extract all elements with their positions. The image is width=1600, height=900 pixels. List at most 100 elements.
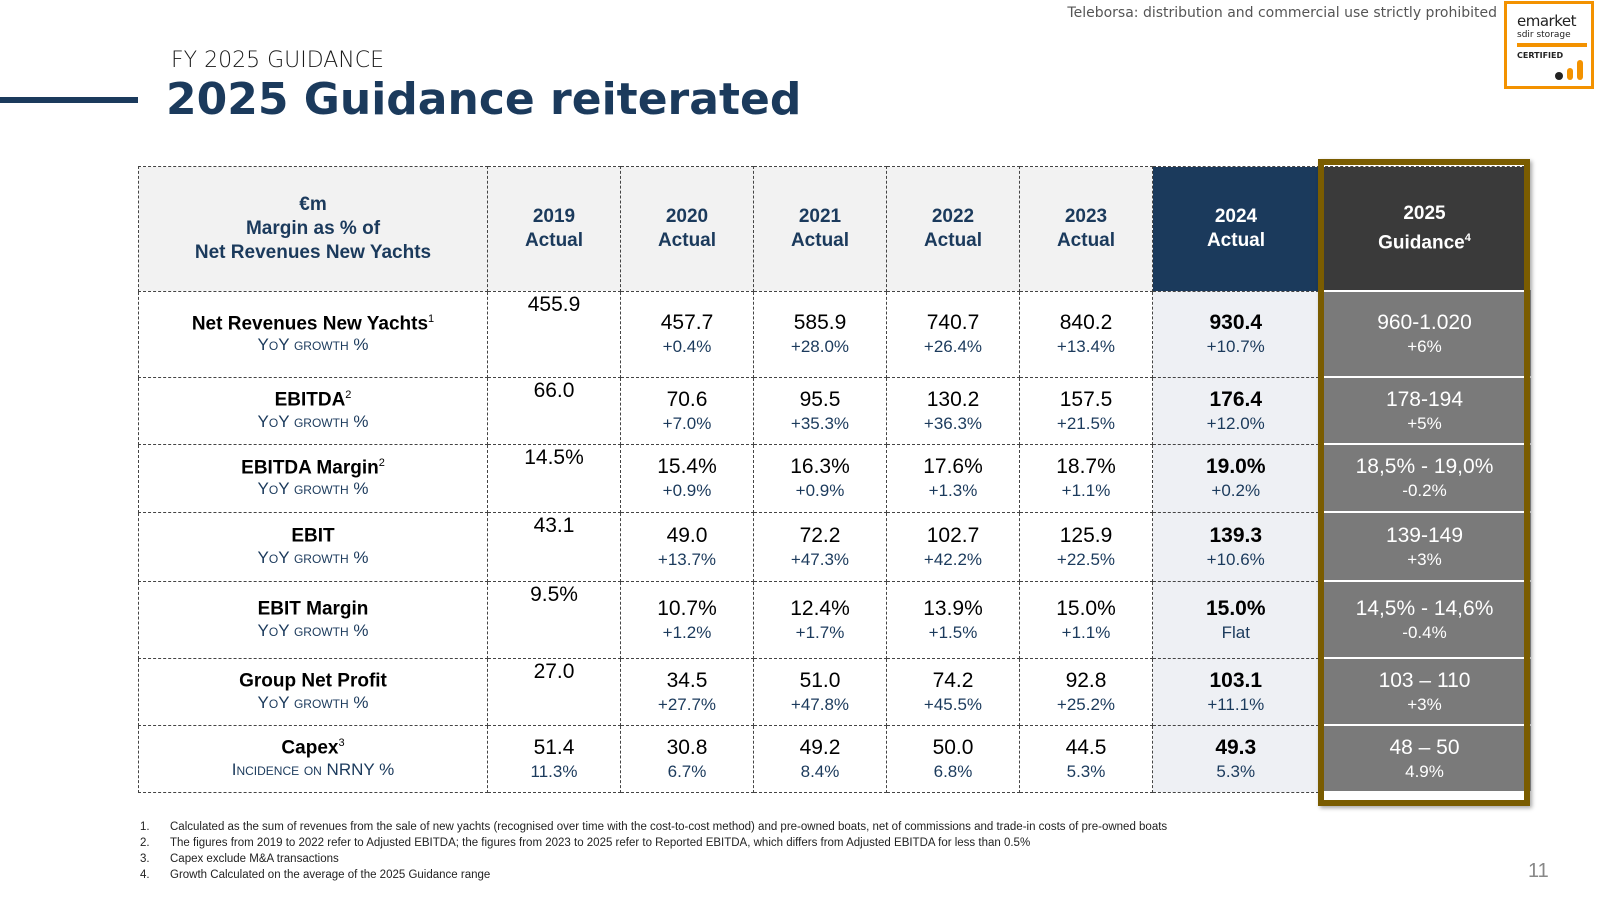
logo-signal-bar	[1577, 60, 1583, 80]
col-year: 2021	[798, 205, 842, 227]
cell-value: 455.9	[527, 292, 581, 316]
cell-value: 49.3	[1215, 735, 1257, 759]
row-label-main: EBIT	[139, 525, 487, 547]
row-label-main: EBITDA2	[139, 389, 487, 411]
table-cell: 66.0	[487, 376, 621, 445]
table-cell: 17.6% +1.3%	[886, 443, 1020, 513]
table-cell: 178-194 +5%	[1318, 376, 1531, 445]
col-year: 2022	[931, 205, 975, 227]
footnote-marker: 2	[345, 389, 352, 402]
footnote-text: Capex exclude M&A transactions	[170, 853, 339, 865]
cell-subvalue: +1.1%	[1061, 481, 1111, 500]
table-cell: 70.6 +7.0%	[620, 376, 754, 445]
footnote-text: Growth Calculated on the average of the …	[170, 869, 491, 881]
cell-subvalue: +1.1%	[1061, 622, 1111, 642]
table-cell: 930.4 +10.7%	[1152, 290, 1320, 378]
cell-subvalue: Flat	[1221, 622, 1250, 642]
cell-value: 9.5%	[530, 582, 578, 606]
cell-value: 19.0%	[1205, 455, 1266, 478]
cell-value: 139.3	[1209, 523, 1263, 547]
table-cell: 95.5 +35.3%	[753, 376, 887, 445]
cell-value: 72.2	[799, 523, 841, 547]
row-sublabel: Incidence on NRNY %	[231, 759, 395, 779]
row-label: EBIT Margin YoY growth %	[138, 580, 488, 659]
cell-value: 930.4	[1209, 311, 1263, 334]
financial-table: €m Margin as % of Net Revenues New Yacht…	[138, 166, 1531, 793]
cell-value: 103 – 110	[1378, 668, 1471, 692]
row-sublabel: YoY growth %	[257, 411, 369, 431]
table-cell: 157.5 +21.5%	[1019, 376, 1153, 445]
cell-value: 95.5	[799, 387, 841, 411]
cell-value: 15.0%	[1056, 596, 1116, 620]
table-cell: 49.3 5.3%	[1152, 724, 1320, 793]
row-label-text: Group Net Profit	[239, 670, 387, 692]
col-header-2022: 2022 Actual	[886, 166, 1020, 292]
table-cell: 9.5%	[487, 580, 621, 659]
cell-value: 178-194	[1385, 387, 1464, 411]
cell-value: 18,5% - 19,0%	[1355, 455, 1494, 478]
col-header-2023: 2023 Actual	[1019, 166, 1153, 292]
row-sublabel: YoY growth %	[257, 479, 369, 499]
cell-value: 10.7%	[657, 596, 717, 620]
cell-subvalue: 6.8%	[933, 761, 973, 781]
cell-subvalue: +42.2%	[923, 549, 983, 569]
corner-line: €m	[299, 193, 327, 215]
row-sublabel: YoY growth %	[257, 335, 369, 355]
cell-subvalue: +1.2%	[662, 622, 712, 642]
cell-subvalue: +27.7%	[657, 694, 717, 714]
cell-subvalue: +13.4%	[1056, 337, 1116, 356]
cell-value: 50.0	[932, 735, 974, 759]
row-label-main: Capex3	[139, 737, 487, 759]
cell-value: 49.0	[666, 523, 708, 547]
cell-value: 103.1	[1209, 668, 1263, 692]
table-cell: 15.0% +1.1%	[1019, 580, 1153, 659]
col-header-2024: 2024 Actual	[1152, 166, 1320, 292]
table-cell: 15.0% Flat	[1152, 580, 1320, 659]
footnotes: 1. Calculated as the sum of revenues from…	[140, 819, 1167, 883]
page-title: 2025 Guidance reiterated	[166, 74, 802, 125]
header-row: €m Margin as % of Net Revenues New Yacht…	[138, 166, 1530, 292]
col-kind-text: Guidance	[1378, 232, 1465, 254]
cell-subvalue: +0.4%	[662, 337, 712, 356]
table-row: EBITDA2 YoY growth % 66.0 70.6 +7.0% 95.5 +35.…	[138, 376, 1531, 445]
footnote-marker: 2	[378, 456, 385, 469]
cell-value: 457.7	[660, 311, 714, 334]
col-year: 2019	[532, 205, 576, 227]
table-cell: 130.2 +36.3%	[886, 376, 1020, 445]
table-cell: 457.7 +0.4%	[620, 290, 754, 378]
cell-value: 43.1	[533, 513, 575, 537]
table-cell: 740.7 +26.4%	[886, 290, 1020, 378]
col-kind: Actual	[790, 229, 850, 251]
logo-signal-bar	[1567, 68, 1573, 80]
cell-subvalue: +0.9%	[795, 481, 845, 500]
table-cell: 14,5% - 14,6% -0.4%	[1318, 580, 1531, 659]
table-row: EBIT Margin YoY growth % 9.5% 10.7% +1.2% 12.…	[138, 580, 1531, 659]
footnote-marker: 4	[1464, 231, 1471, 244]
table-cell: 102.7 +42.2%	[886, 511, 1020, 582]
cell-value: 139-149	[1385, 523, 1464, 547]
logo-line2: sdir storage	[1517, 30, 1571, 40]
table-cell: 72.2 +47.3%	[753, 511, 887, 582]
col-year: 2025	[1403, 202, 1446, 224]
table-row: Capex3 Incidence on NRNY % 51.4 11.3% 30.8 6.…	[138, 724, 1531, 793]
disclaimer-text: Teleborsa: distribution and commercial u…	[1067, 5, 1497, 21]
table-cell: 14.5%	[487, 443, 621, 513]
table-cell: 585.9 +28.0%	[753, 290, 887, 378]
cell-subvalue: +45.5%	[923, 694, 983, 714]
cell-value: 15.4%	[657, 455, 717, 478]
table-cell: 16.3% +0.9%	[753, 443, 887, 513]
cell-value: 70.6	[666, 387, 708, 411]
cell-subvalue: +3%	[1407, 694, 1442, 714]
accent-bar	[0, 97, 138, 103]
col-year: 2023	[1064, 205, 1108, 227]
table-body: Net Revenues New Yachts1 YoY growth % 455.…	[138, 290, 1531, 793]
logo-line1: emarket	[1517, 12, 1576, 30]
col-kind: Actual	[524, 229, 584, 251]
table-cell: 15.4% +0.9%	[620, 443, 754, 513]
footnote: 1. Calculated as the sum of revenues from…	[140, 819, 1167, 835]
row-label-text: EBITDA Margin	[241, 457, 379, 479]
table-cell: 34.5 +27.7%	[620, 657, 754, 726]
cell-subvalue: 11.3%	[530, 761, 578, 781]
table-row: EBITDA Margin2 YoY growth % 14.5% 15.4% +0.9…	[138, 443, 1531, 513]
table-cell: 455.9	[487, 290, 621, 378]
